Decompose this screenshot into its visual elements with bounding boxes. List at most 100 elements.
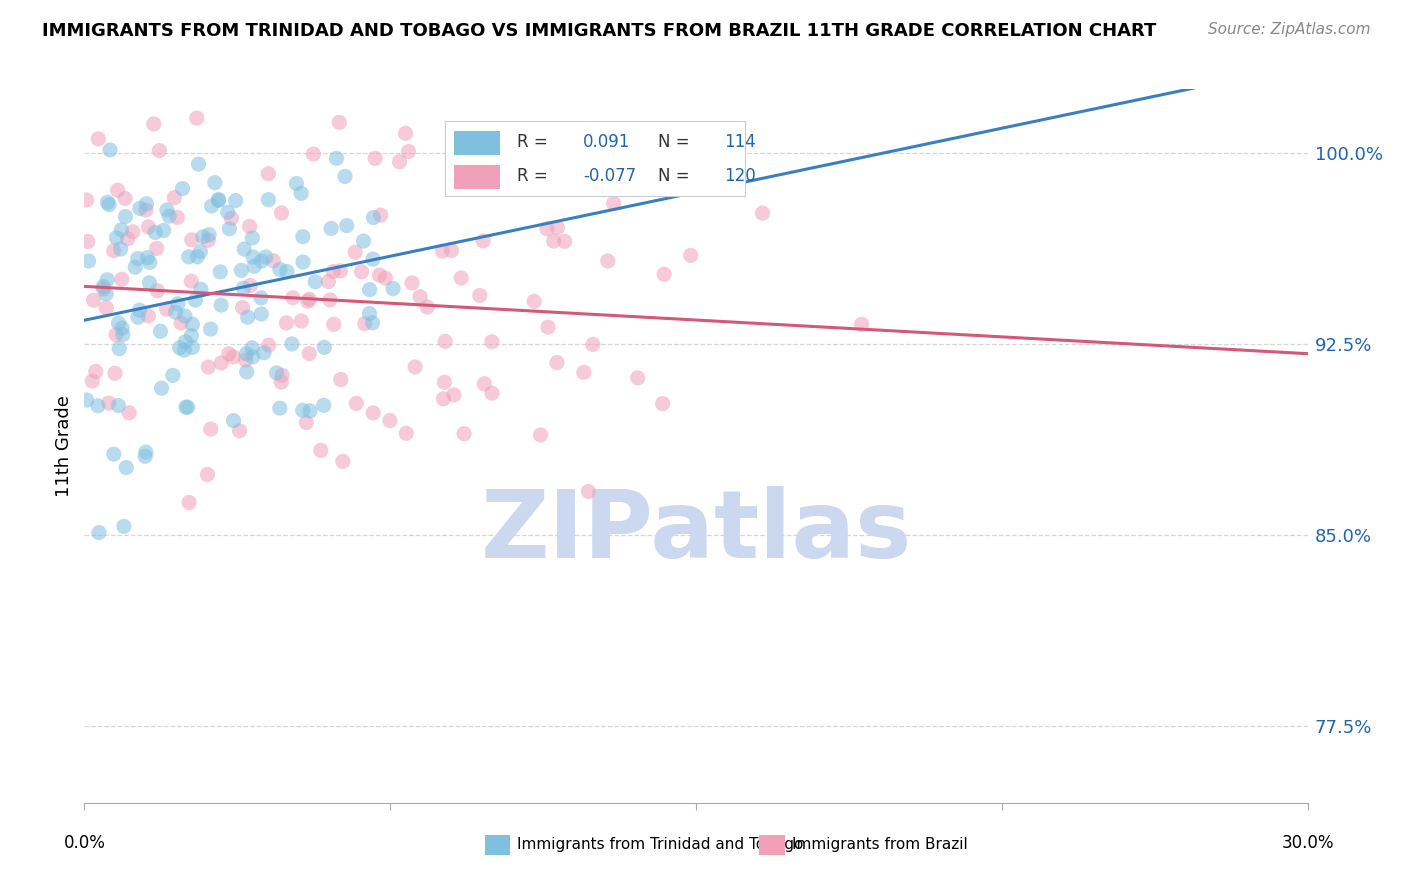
Point [401, 276, 423, 290]
Point [166, 211, 188, 225]
Point [181, 341, 204, 355]
Point [122, 225, 145, 239]
Point [481, 334, 503, 349]
Point [440, 244, 463, 258]
Point [257, 167, 280, 181]
Point [242, 250, 264, 264]
Point [344, 245, 367, 260]
Point [110, 242, 132, 256]
Point [298, 292, 321, 306]
Point [262, 253, 284, 268]
Point [474, 376, 496, 391]
Point [537, 320, 560, 334]
Point [201, 199, 224, 213]
Point [231, 301, 253, 315]
Point [257, 193, 280, 207]
Point [382, 282, 405, 296]
Text: IMMIGRANTS FROM TRINIDAD AND TOBAGO VS IMMIGRANTS FROM BRAZIL 11TH GRADE CORRELA: IMMIGRANTS FROM TRINIDAD AND TOBAGO VS I… [42, 22, 1157, 40]
Point [546, 220, 568, 235]
Point [651, 397, 673, 411]
Point [225, 194, 247, 208]
Point [157, 209, 180, 223]
Point [91, 279, 114, 293]
Point [271, 368, 294, 383]
Point [432, 244, 454, 259]
Point [298, 404, 321, 418]
Point [107, 183, 129, 197]
Point [554, 235, 576, 249]
Point [333, 169, 356, 184]
Point [114, 191, 136, 205]
Point [138, 276, 160, 290]
Point [481, 386, 503, 401]
Point [163, 191, 186, 205]
Point [235, 365, 257, 379]
Point [361, 252, 384, 266]
Point [114, 210, 136, 224]
Point [84, 365, 107, 379]
Point [434, 334, 457, 349]
Point [276, 264, 298, 278]
Point [77, 254, 100, 268]
Point [266, 366, 288, 380]
Point [181, 317, 204, 331]
Point [353, 234, 375, 248]
Point [269, 262, 291, 277]
Point [378, 413, 401, 427]
Point [239, 219, 262, 234]
Point [174, 401, 197, 415]
Point [179, 495, 201, 509]
Point [250, 254, 273, 268]
Point [221, 211, 243, 226]
Point [98, 143, 121, 157]
Text: ZIPatlas: ZIPatlas [481, 485, 911, 578]
Point [76, 392, 98, 407]
Point [105, 231, 128, 245]
Point [156, 302, 179, 317]
Point [281, 291, 304, 305]
Point [572, 365, 595, 379]
Point [197, 359, 219, 374]
Point [180, 274, 202, 288]
Point [104, 367, 127, 381]
Point [443, 388, 465, 402]
Point [240, 341, 263, 355]
Point [325, 151, 347, 165]
Point [292, 255, 315, 269]
Point [679, 248, 702, 262]
Point [329, 264, 352, 278]
Point [162, 368, 184, 383]
Point [174, 334, 197, 349]
Point [180, 328, 202, 343]
Point [432, 392, 454, 406]
Point [398, 145, 420, 159]
Point [453, 426, 475, 441]
Point [135, 196, 157, 211]
Point [582, 337, 605, 351]
Point [209, 356, 232, 370]
Text: 0.0%: 0.0% [63, 834, 105, 852]
Point [239, 278, 262, 293]
Point [328, 115, 350, 129]
Point [652, 268, 675, 282]
Point [548, 145, 571, 159]
Point [388, 154, 411, 169]
Point [353, 317, 375, 331]
Point [110, 223, 132, 237]
Point [468, 288, 491, 302]
Point [148, 144, 170, 158]
Point [344, 396, 367, 410]
Point [186, 111, 208, 125]
Point [276, 316, 298, 330]
Text: Immigrants from Brazil: Immigrants from Brazil [792, 838, 967, 852]
Point [304, 275, 326, 289]
Point [578, 484, 600, 499]
Point [336, 219, 359, 233]
Point [76, 193, 98, 207]
Point [96, 195, 118, 210]
Point [291, 403, 314, 417]
Point [529, 428, 551, 442]
Point [281, 337, 304, 351]
Point [543, 234, 565, 248]
Point [851, 318, 873, 332]
